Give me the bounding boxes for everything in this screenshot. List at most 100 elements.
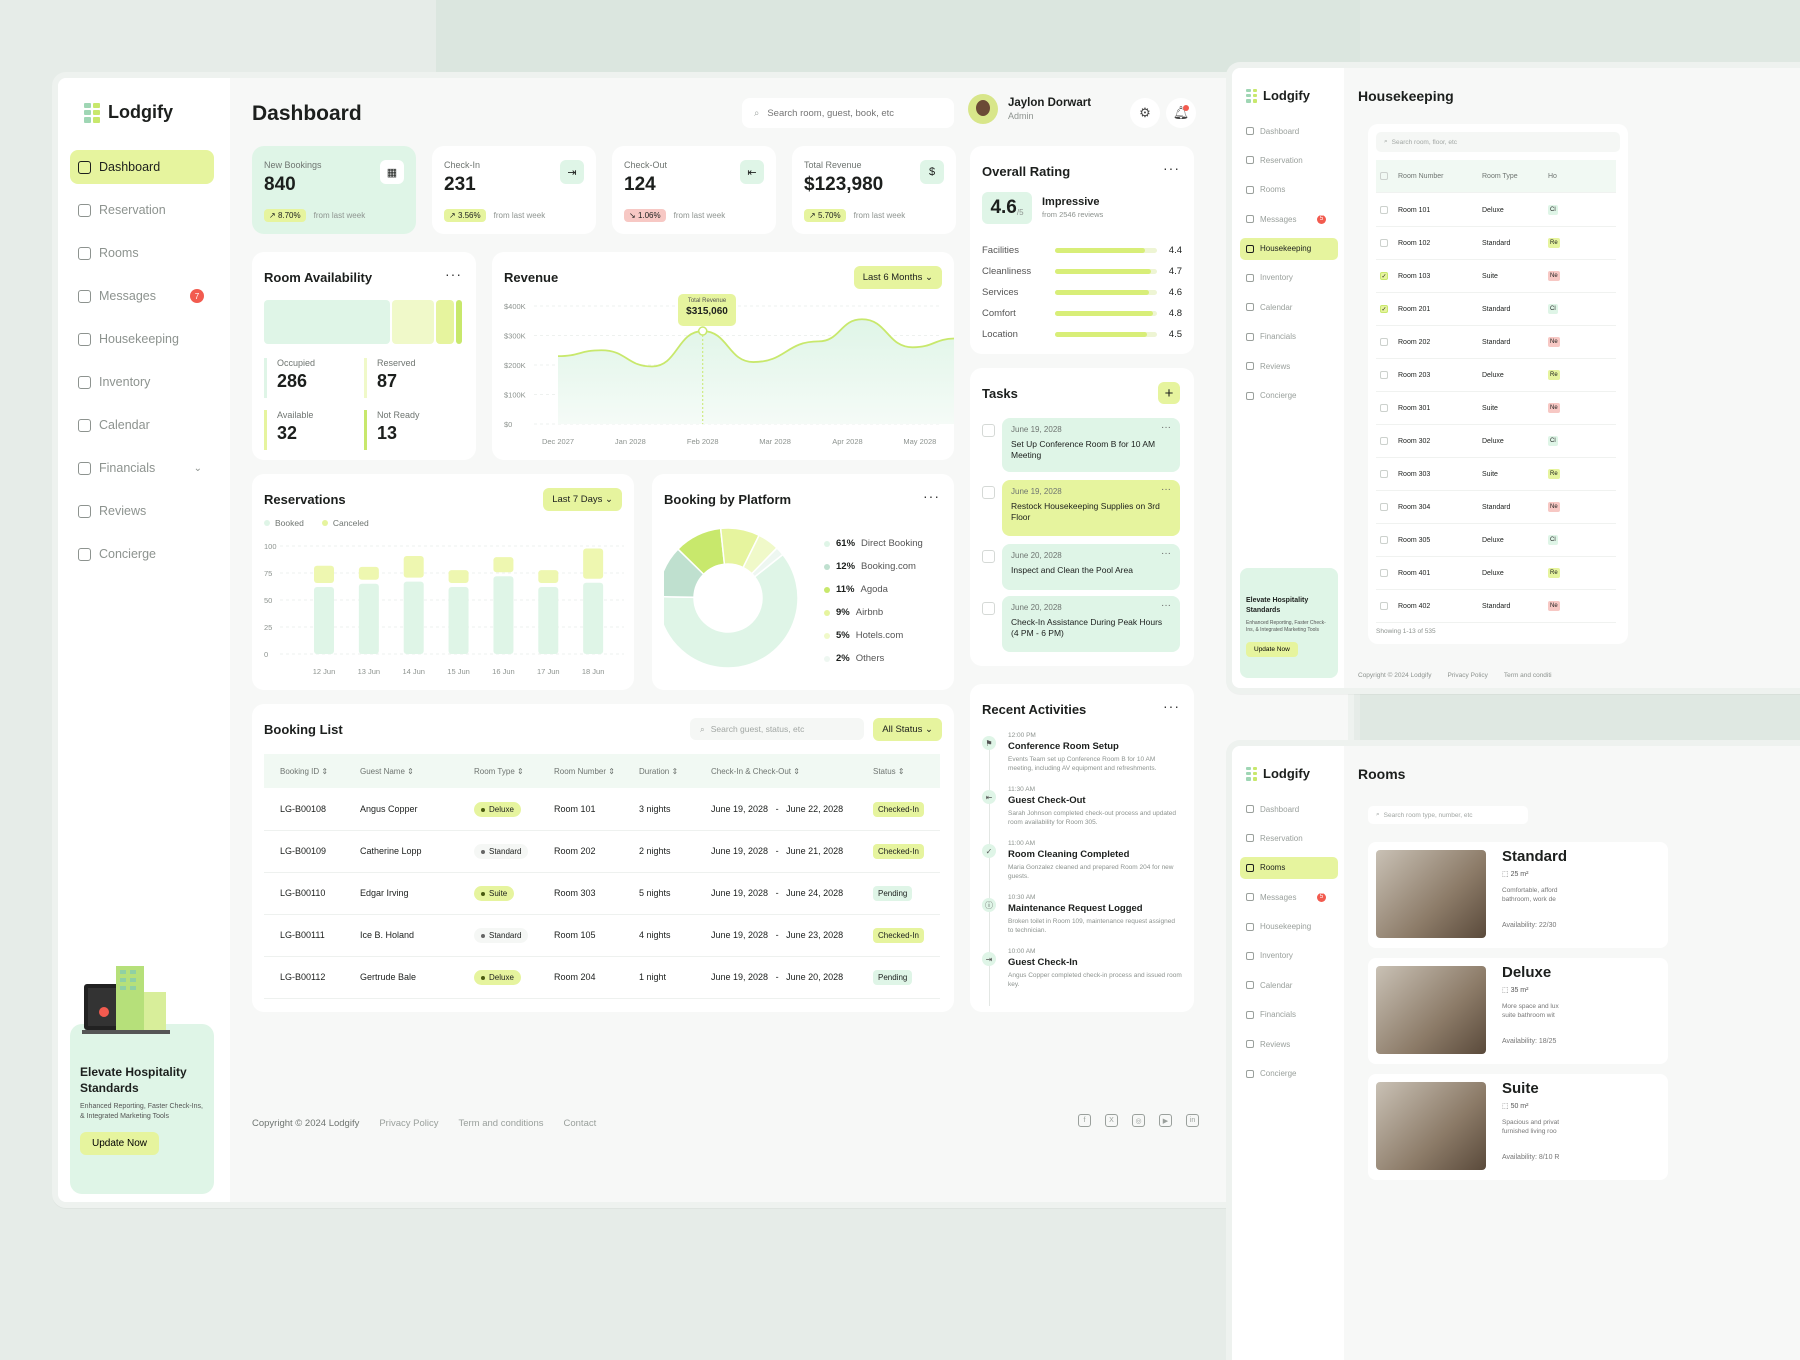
table-row[interactable]: Room 203 Deluxe Re xyxy=(1376,359,1616,392)
app-logo[interactable]: Lodgify xyxy=(84,102,173,123)
table-row[interactable]: ✓ Room 103 Suite Ne xyxy=(1376,260,1616,293)
sidebar-item-housekeeping[interactable]: Housekeeping xyxy=(70,322,214,356)
search-input[interactable] xyxy=(767,107,938,119)
x-icon[interactable]: X xyxy=(1105,1114,1118,1127)
sidebar-item-inventory[interactable]: Inventory xyxy=(1240,945,1338,967)
col-housekeeping-status[interactable]: Ho xyxy=(1548,172,1557,180)
task-checkbox[interactable] xyxy=(982,602,995,615)
col-guest-name[interactable]: Guest Name ⇕ xyxy=(344,754,458,788)
update-now-button[interactable]: Update Now xyxy=(1246,642,1298,657)
app-logo[interactable]: Lodgify xyxy=(1246,766,1310,781)
booking-search[interactable]: ⌕ Search guest, status, etc xyxy=(690,718,864,740)
row-checkbox[interactable] xyxy=(1380,206,1388,214)
task-checkbox[interactable] xyxy=(982,550,995,563)
row-checkbox[interactable] xyxy=(1380,338,1388,346)
task-checkbox[interactable] xyxy=(982,424,995,437)
table-row[interactable]: LG-B00110 Edgar Irving Suite Room 303 5 … xyxy=(264,872,940,915)
table-row[interactable]: Room 303 Suite Re xyxy=(1376,458,1616,491)
task-item[interactable]: June 19, 2028 Restock Housekeeping Suppli… xyxy=(982,480,1182,536)
row-checkbox[interactable] xyxy=(1380,371,1388,379)
sidebar-item-financials[interactable]: Financials ⌄ xyxy=(70,451,214,485)
table-row[interactable]: Room 101 Deluxe Cl xyxy=(1376,194,1616,227)
sidebar-item-dashboard[interactable]: Dashboard xyxy=(70,150,214,184)
row-checkbox[interactable]: ✓ xyxy=(1380,305,1388,313)
task-checkbox[interactable] xyxy=(982,486,995,499)
table-row[interactable]: Room 202 Standard Ne xyxy=(1376,326,1616,359)
room-card-suite[interactable]: Suite ⬚ 50 m² Spacious and privat furnishe… xyxy=(1368,1074,1668,1180)
footer-link-terms[interactable]: Term and conditions xyxy=(458,1118,544,1129)
table-row[interactable]: Room 301 Suite Ne xyxy=(1376,392,1616,425)
chevron-down-icon[interactable]: ⌄ xyxy=(193,462,202,474)
footer-link-privacy[interactable]: Privacy Policy xyxy=(379,1118,439,1129)
col-room-number[interactable]: Room Number ⇕ xyxy=(538,754,623,788)
sidebar-item-reservation[interactable]: Reservation xyxy=(1240,827,1338,849)
row-checkbox[interactable] xyxy=(1380,470,1388,478)
sidebar-item-reviews[interactable]: Reviews xyxy=(1240,355,1338,377)
col-status[interactable]: Status ⇕ xyxy=(857,754,940,788)
table-row[interactable]: LG-B00111 Ice B. Holand Standard Room 10… xyxy=(264,914,940,957)
row-checkbox[interactable] xyxy=(1380,569,1388,577)
task-item[interactable]: June 19, 2028 Set Up Conference Room B fo… xyxy=(982,418,1182,472)
settings-button[interactable]: ⚙ xyxy=(1130,98,1160,128)
app-logo[interactable]: Lodgify xyxy=(1246,88,1310,103)
table-row[interactable]: LG-B00109 Catherine Lopp Standard Room 2… xyxy=(264,830,940,873)
table-row[interactable]: Room 402 Standard Ne xyxy=(1376,590,1616,623)
col-room-type[interactable]: Room Type xyxy=(1482,172,1518,180)
row-checkbox[interactable] xyxy=(1380,602,1388,610)
task-item[interactable]: June 20, 2028 Check-In Assistance During … xyxy=(982,596,1182,652)
footer-link-terms[interactable]: Term and conditi xyxy=(1503,672,1552,679)
table-row[interactable]: Room 102 Standard Re xyxy=(1376,227,1616,260)
col-duration[interactable]: Duration ⇕ xyxy=(623,754,695,788)
row-checkbox[interactable] xyxy=(1380,404,1388,412)
more-icon[interactable]: ··· xyxy=(1161,600,1171,611)
table-row[interactable]: LG-B00108 Angus Copper Deluxe Room 101 3… xyxy=(264,788,940,831)
col-room-number[interactable]: Room Number xyxy=(1398,172,1444,180)
sidebar-item-calendar[interactable]: Calendar xyxy=(1240,296,1338,318)
sidebar-item-financials[interactable]: Financials xyxy=(1240,326,1338,348)
global-search[interactable]: ⌕ xyxy=(742,98,954,128)
task-item[interactable]: June 20, 2028 Inspect and Clean the Pool … xyxy=(982,544,1182,590)
sidebar-item-reviews[interactable]: Reviews xyxy=(1240,1033,1338,1055)
more-icon[interactable]: ··· xyxy=(1163,698,1180,714)
reservations-period-select[interactable]: Last 7 Days ⌄ xyxy=(543,488,622,511)
rooms-search[interactable]: ⌕ Search room type, number, etc xyxy=(1368,806,1528,824)
sidebar-item-messages[interactable]: Messages 5 xyxy=(1240,886,1338,908)
linkedin-icon[interactable]: in xyxy=(1186,1114,1199,1127)
sidebar-item-messages[interactable]: Messages 7 xyxy=(70,279,214,313)
row-checkbox[interactable]: ✓ xyxy=(1380,272,1388,280)
more-icon[interactable]: ··· xyxy=(445,266,462,282)
revenue-period-select[interactable]: Last 6 Months ⌄ xyxy=(853,266,942,289)
sidebar-item-dashboard[interactable]: Dashboard xyxy=(1240,798,1338,820)
youtube-icon[interactable]: ▶ xyxy=(1159,1114,1172,1127)
sidebar-item-concierge[interactable]: Concierge xyxy=(1240,385,1338,407)
row-checkbox[interactable] xyxy=(1380,536,1388,544)
table-row[interactable]: Room 302 Deluxe Cl xyxy=(1376,425,1616,458)
table-row[interactable]: ✓ Room 201 Standard Cl xyxy=(1376,293,1616,326)
avatar[interactable] xyxy=(968,94,998,124)
more-icon[interactable]: ··· xyxy=(1161,422,1171,433)
sidebar-item-inventory[interactable]: Inventory xyxy=(70,365,214,399)
sidebar-item-concierge[interactable]: Concierge xyxy=(70,537,214,571)
row-checkbox[interactable] xyxy=(1380,239,1388,247)
sidebar-item-housekeeping[interactable]: Housekeeping xyxy=(1240,237,1338,260)
sidebar-item-reservation[interactable]: Reservation xyxy=(1240,149,1338,171)
user-profile[interactable]: Jaylon Dorwart Admin xyxy=(968,94,1091,124)
table-row[interactable]: Room 304 Standard Ne xyxy=(1376,491,1616,524)
add-task-button[interactable]: + xyxy=(1158,382,1180,404)
room-card-deluxe[interactable]: Deluxe ⬚ 35 m² More space and lux suite ba… xyxy=(1368,958,1668,1064)
table-row[interactable]: Room 401 Deluxe Re xyxy=(1376,557,1616,590)
row-checkbox[interactable] xyxy=(1380,437,1388,445)
sidebar-item-rooms[interactable]: Rooms xyxy=(1240,856,1338,879)
sidebar-item-calendar[interactable]: Calendar xyxy=(70,408,214,442)
sidebar-item-dashboard[interactable]: Dashboard xyxy=(1240,120,1338,142)
update-now-button[interactable]: Update Now xyxy=(80,1132,160,1155)
col-booking-id[interactable]: Booking ID ⇕ xyxy=(264,754,344,788)
col-room-type[interactable]: Room Type ⇕ xyxy=(458,754,538,788)
col-check-in-check-out[interactable]: Check-In & Check-Out ⇕ xyxy=(695,754,857,788)
facebook-icon[interactable]: f xyxy=(1078,1114,1091,1127)
sidebar-item-housekeeping[interactable]: Housekeeping xyxy=(1240,916,1338,938)
notifications-button[interactable]: 🔔︎ xyxy=(1166,98,1196,128)
footer-link-contact[interactable]: Contact xyxy=(563,1118,597,1129)
sidebar-item-messages[interactable]: Messages 5 xyxy=(1240,208,1338,230)
sidebar-item-rooms[interactable]: Rooms xyxy=(70,236,214,270)
